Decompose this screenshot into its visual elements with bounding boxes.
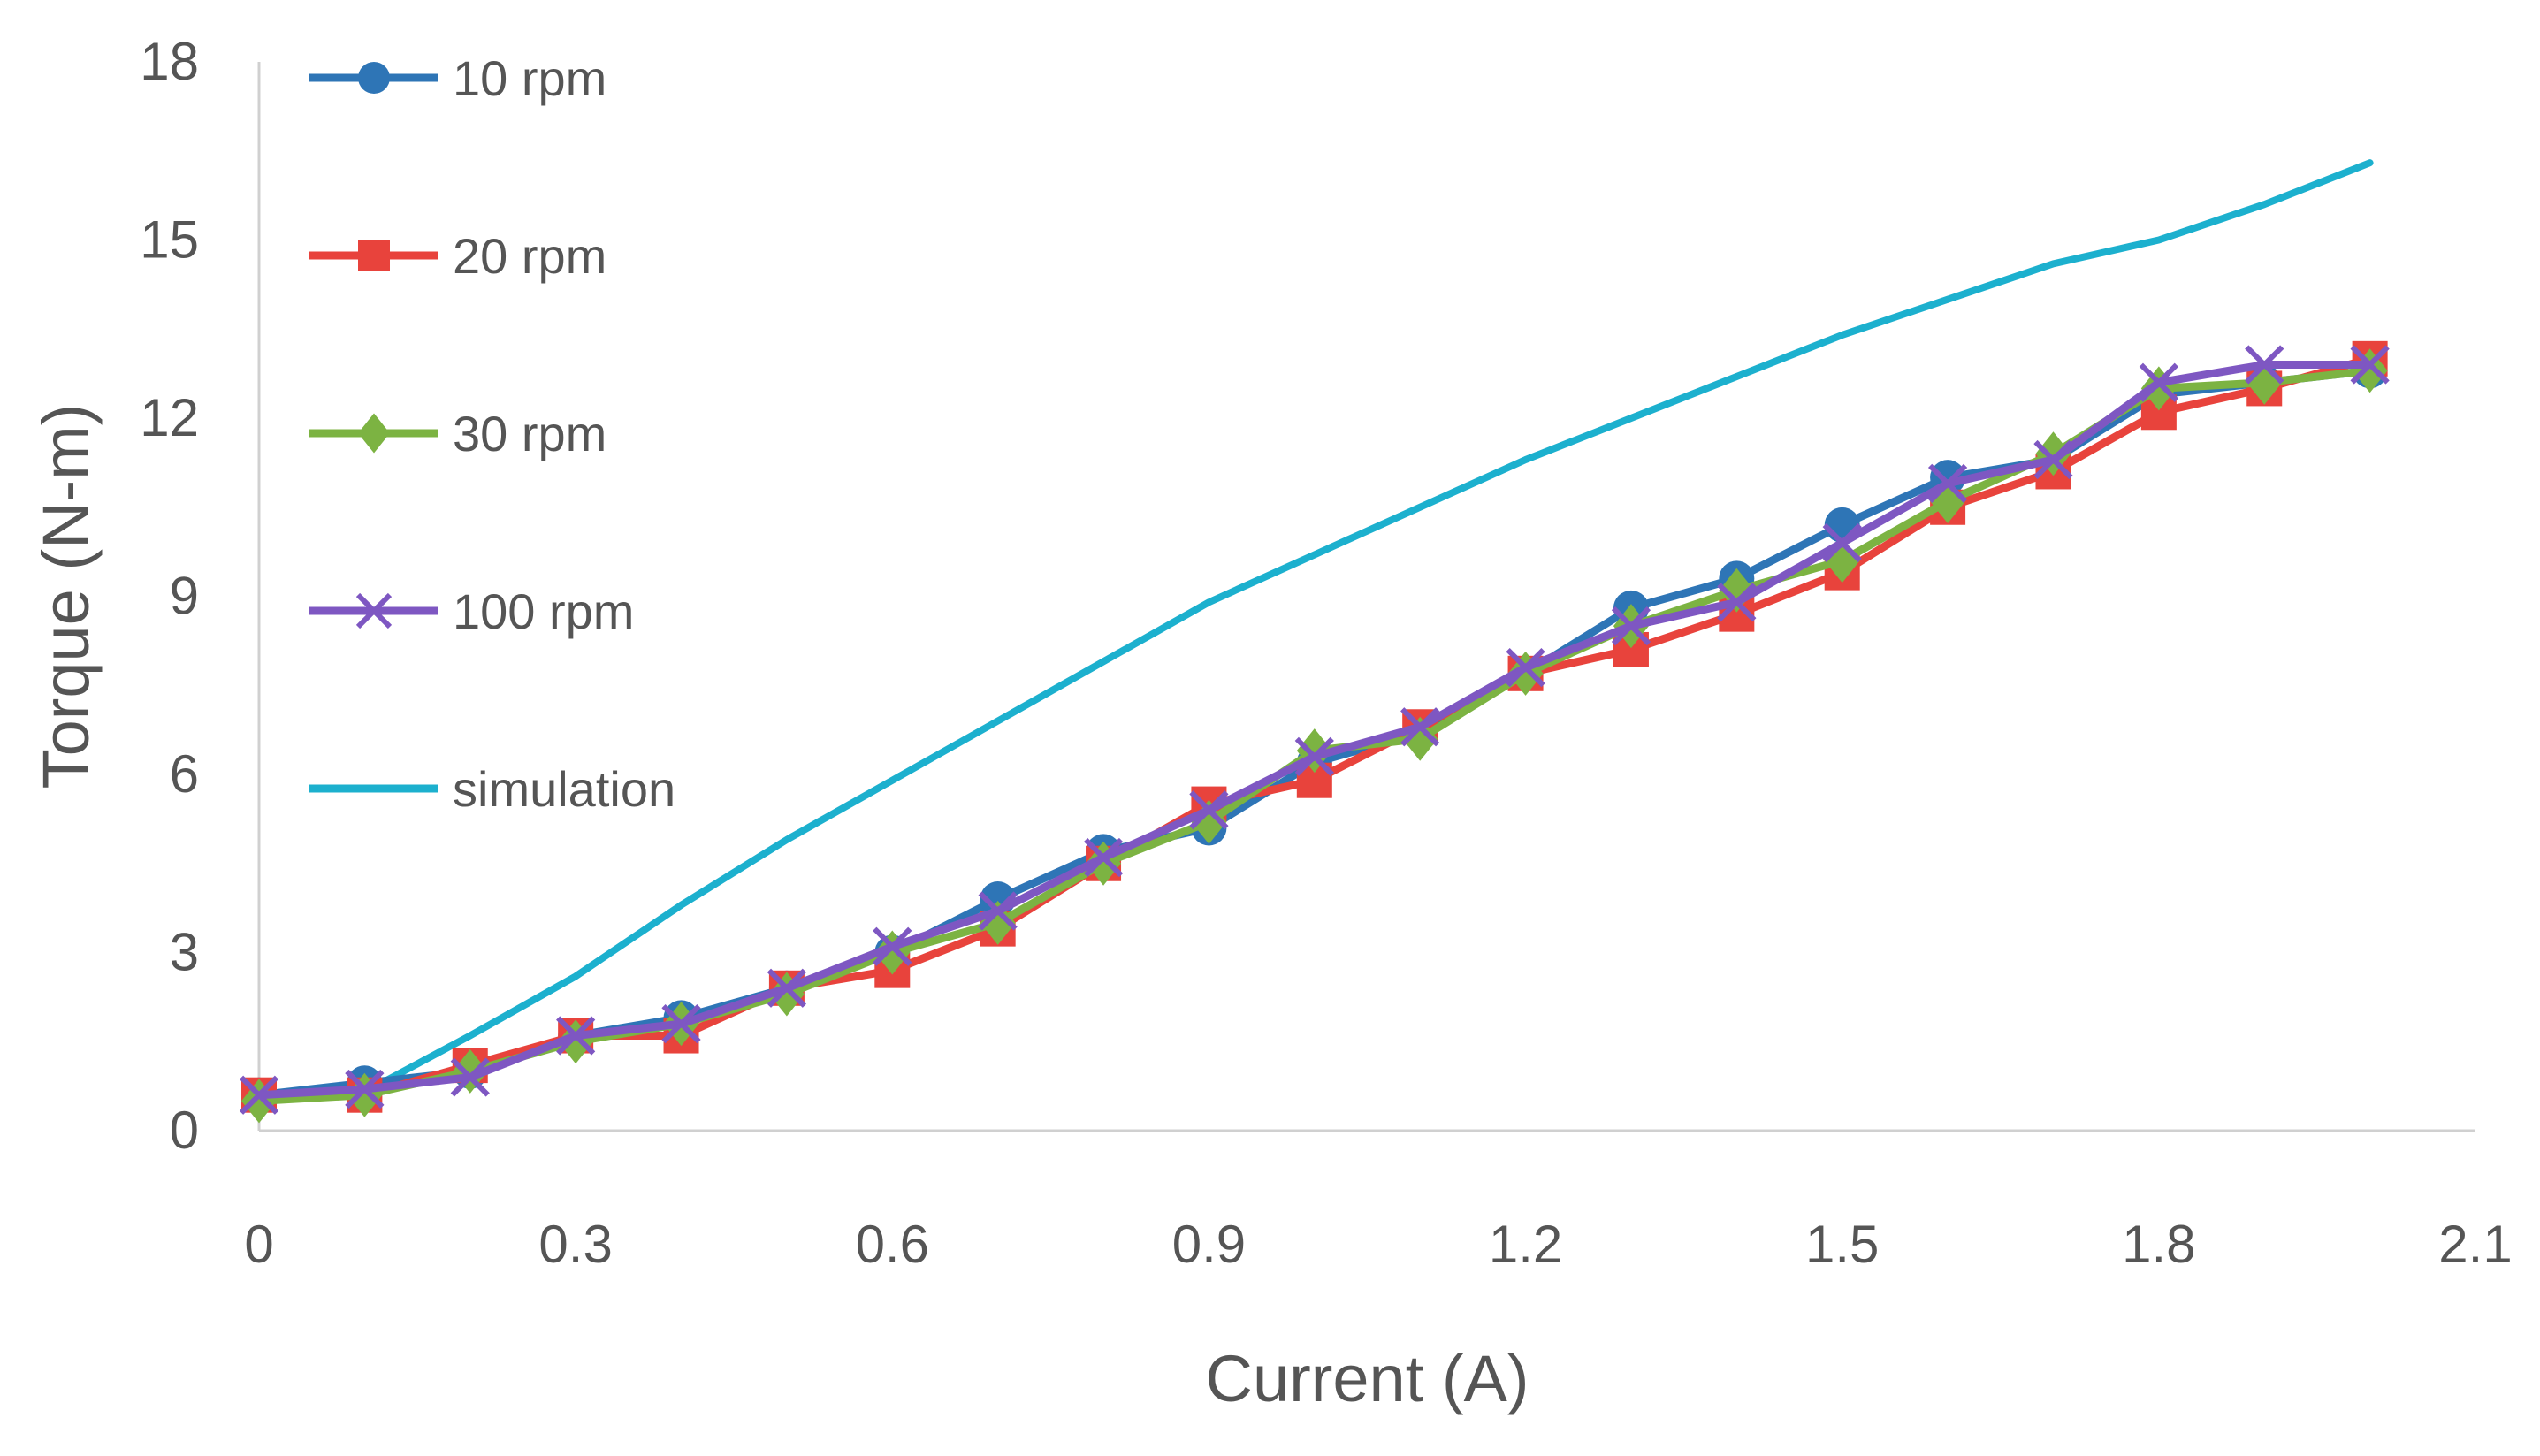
series-line-simulation — [256, 159, 2374, 1105]
series-100-rpm — [239, 345, 2390, 1115]
axes — [257, 62, 2475, 1132]
y-tick-labels: 0 3 6 9 12 15 18 — [140, 32, 199, 1160]
legend: 10 rpm 20 rpm 30 rpm 100 rpm simulation — [309, 50, 675, 817]
data-point-100-rpm — [2033, 439, 2073, 480]
legend-label: simulation — [453, 761, 675, 817]
data-point-100-rpm — [873, 926, 912, 966]
legend-marker-10-rpm — [358, 62, 390, 94]
y-axis-title: Torque (N-m) — [29, 404, 103, 789]
data-point-100-rpm — [1506, 647, 1545, 688]
series-layer — [239, 159, 2390, 1124]
data-point-100-rpm — [345, 1069, 385, 1109]
legend-marker-30-rpm — [358, 413, 390, 454]
data-point-100-rpm — [661, 1003, 701, 1044]
data-point-100-rpm — [1400, 707, 1440, 747]
y-tick-label: 6 — [170, 744, 199, 804]
legend-item-simulation: simulation — [309, 761, 675, 817]
x-tick-labels: 0 0.3 0.6 0.9 1.2 1.5 1.8 2.1 — [244, 1215, 2512, 1274]
y-tick-label: 9 — [170, 567, 199, 626]
x-tick-label: 0 — [244, 1215, 273, 1274]
data-point-100-rpm — [239, 1075, 279, 1115]
data-point-100-rpm — [1717, 583, 1757, 622]
data-point-100-rpm — [767, 968, 807, 1008]
data-point-100-rpm — [1294, 736, 1334, 776]
legend-item-10-rpm: 10 rpm — [309, 50, 606, 106]
data-point-100-rpm — [1083, 837, 1124, 878]
data-point-100-rpm — [556, 1016, 596, 1056]
x-tick-label: 1.5 — [1805, 1215, 1879, 1274]
x-axis-title: Current (A) — [1206, 1342, 1529, 1415]
legend-item-20-rpm: 20 rpm — [309, 228, 606, 284]
data-point-30-rpm — [980, 900, 1016, 945]
x-tick-label: 0.9 — [1172, 1215, 1246, 1274]
legend-label: 30 rpm — [453, 406, 606, 461]
x-tick-label: 0.6 — [856, 1215, 929, 1274]
data-point-100-rpm — [978, 891, 1018, 931]
data-point-100-rpm — [2350, 345, 2390, 385]
data-point-100-rpm — [1927, 463, 1968, 504]
legend-label: 100 rpm — [453, 583, 634, 639]
y-tick-label: 15 — [140, 210, 199, 270]
x-tick-label: 2.1 — [2438, 1215, 2512, 1274]
x-tick-label: 1.2 — [1489, 1215, 1562, 1274]
x-tick-label: 1.8 — [2122, 1215, 2195, 1274]
legend-label: 20 rpm — [453, 228, 606, 284]
data-point-100-rpm — [1822, 522, 1862, 563]
legend-label: 10 rpm — [453, 50, 606, 106]
data-point-100-rpm — [2139, 362, 2178, 402]
data-point-100-rpm — [2245, 345, 2284, 385]
y-tick-label: 12 — [140, 388, 199, 447]
data-point-100-rpm — [1611, 606, 1651, 646]
x-tick-label: 0.3 — [538, 1215, 612, 1274]
y-tick-label: 3 — [170, 923, 199, 982]
legend-item-30-rpm: 30 rpm — [309, 406, 606, 461]
legend-marker-20-rpm — [358, 240, 390, 271]
legend-marker-100-rpm — [355, 592, 393, 629]
series-simulation — [256, 159, 2374, 1105]
y-tick-label: 18 — [140, 32, 199, 91]
legend-item-100-rpm: 100 rpm — [309, 583, 634, 639]
y-tick-label: 0 — [170, 1101, 199, 1160]
data-point-100-rpm — [1189, 790, 1229, 830]
data-point-100-rpm — [450, 1057, 490, 1097]
